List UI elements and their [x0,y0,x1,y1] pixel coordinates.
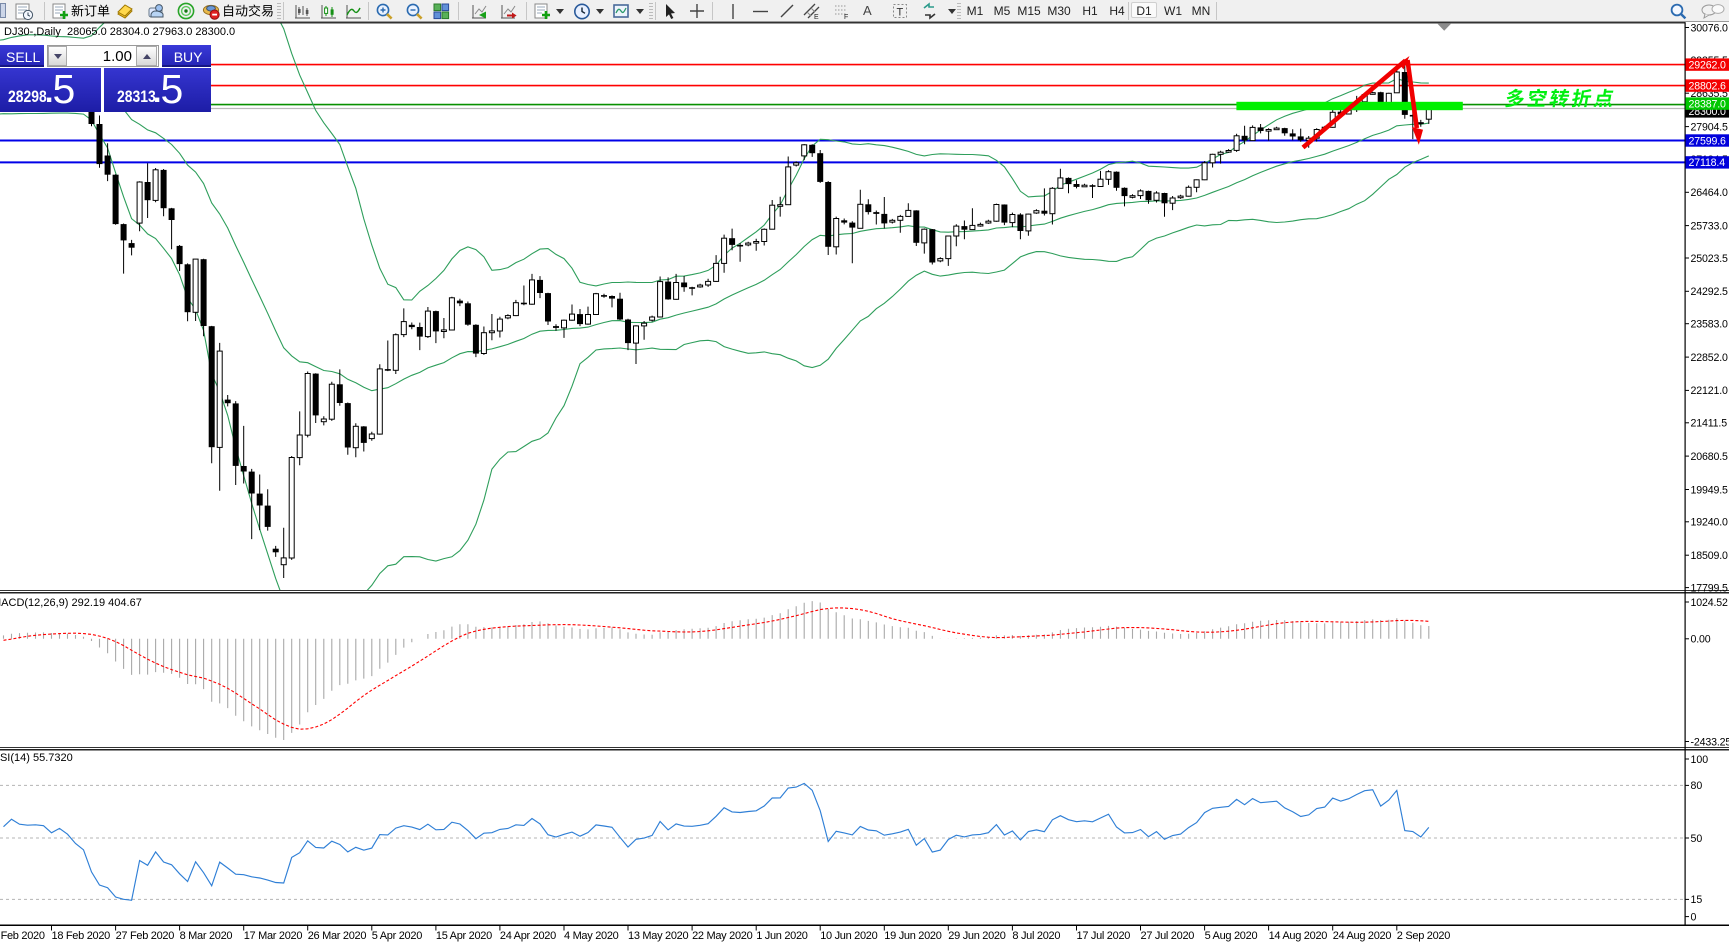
svg-text:28802.6: 28802.6 [1689,80,1727,92]
svg-text:18509.0: 18509.0 [1691,550,1729,562]
svg-text:24 Apr 2020: 24 Apr 2020 [500,930,556,942]
svg-text:28387.0: 28387.0 [1689,98,1727,110]
svg-text:25733.0: 25733.0 [1691,220,1729,232]
svg-text:25023.5: 25023.5 [1691,253,1729,265]
svg-text:23583.0: 23583.0 [1691,319,1729,331]
svg-text:29262.0: 29262.0 [1689,59,1727,71]
svg-text:19240.0: 19240.0 [1691,517,1729,529]
svg-text:-2433.25: -2433.25 [1691,736,1729,748]
svg-text:17 Mar 2020: 17 Mar 2020 [244,930,303,942]
svg-text:22852.0: 22852.0 [1691,352,1729,364]
svg-text:2 Sep 2020: 2 Sep 2020 [1397,930,1450,942]
svg-text:19 Jun 2020: 19 Jun 2020 [884,930,941,942]
svg-text:27118.4: 27118.4 [1689,157,1726,169]
svg-text:RSI(14) 55.7320: RSI(14) 55.7320 [0,752,73,764]
svg-text:26 Mar 2020: 26 Mar 2020 [308,930,367,942]
svg-text:T: T [897,7,904,19]
svg-text:1024.52: 1024.52 [1691,597,1729,609]
svg-text:0: 0 [1691,911,1697,923]
svg-text:MACD(12,26,9) 292.19 404.67: MACD(12,26,9) 292.19 404.67 [0,597,142,609]
svg-text:0.00: 0.00 [1691,634,1711,646]
svg-text:27599.6: 27599.6 [1689,135,1727,147]
svg-text:1 Jun 2020: 1 Jun 2020 [756,930,808,942]
svg-text:5 Aug 2020: 5 Aug 2020 [1205,930,1258,942]
svg-text:26464.0: 26464.0 [1691,187,1729,199]
svg-text:14 Aug 2020: 14 Aug 2020 [1269,930,1328,942]
svg-text:8 Jul 2020: 8 Jul 2020 [1012,930,1060,942]
svg-text:27904.5: 27904.5 [1691,121,1729,133]
svg-text:22121.0: 22121.0 [1691,385,1729,397]
svg-text:22 May 2020: 22 May 2020 [692,930,752,942]
svg-text:27 Feb 2020: 27 Feb 2020 [116,930,175,942]
svg-text:21411.5: 21411.5 [1691,418,1728,430]
svg-text:8 Mar 2020: 8 Mar 2020 [180,930,233,942]
svg-text:DJ30-,Daily 28065.0 28304.0 2: DJ30-,Daily 28065.0 28304.0 27963.0 2830… [4,26,235,38]
svg-text:10 Jun 2020: 10 Jun 2020 [820,930,877,942]
svg-text:13 May 2020: 13 May 2020 [628,930,688,942]
svg-text:4 May 2020: 4 May 2020 [564,930,619,942]
svg-text:19949.5: 19949.5 [1691,484,1729,496]
svg-text:24 Aug 2020: 24 Aug 2020 [1333,930,1392,942]
svg-text:E: E [814,14,819,21]
svg-text:100: 100 [1691,754,1709,766]
svg-text:80: 80 [1691,780,1703,792]
svg-text:30076.0: 30076.0 [1691,22,1729,34]
svg-text:27 Jul 2020: 27 Jul 2020 [1141,930,1195,942]
svg-text:18 Feb 2020: 18 Feb 2020 [52,930,111,942]
svg-text:5 Apr 2020: 5 Apr 2020 [372,930,422,942]
svg-text:F: F [844,14,848,21]
svg-text:20680.5: 20680.5 [1691,451,1729,463]
svg-text:15 Apr 2020: 15 Apr 2020 [436,930,492,942]
svg-text:24292.5: 24292.5 [1691,286,1729,298]
svg-text:9 Feb 2020: 9 Feb 2020 [0,930,45,942]
svg-text:29 Jun 2020: 29 Jun 2020 [948,930,1005,942]
svg-text:17 Jul 2020: 17 Jul 2020 [1077,930,1131,942]
svg-text:50: 50 [1691,833,1703,845]
svg-text:17799.5: 17799.5 [1691,582,1729,594]
svg-text:15: 15 [1691,894,1703,906]
